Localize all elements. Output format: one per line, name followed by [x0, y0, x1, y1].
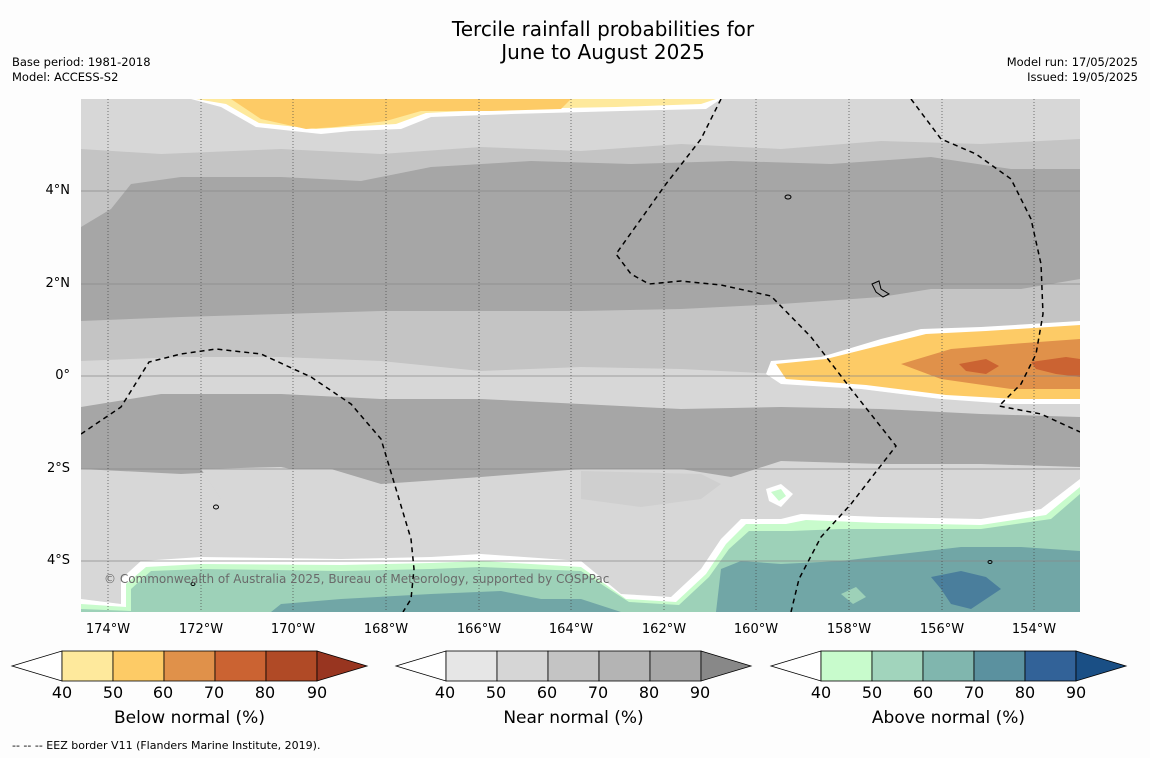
near-tick-70: 70 [587, 683, 609, 702]
meta-left: Base period: 1981-2018 Model: ACCESS-S2 [12, 55, 151, 85]
colorbar-segment-70 [973, 650, 1026, 682]
chart-title: Tercile rainfall probabilities for June … [0, 18, 1150, 64]
lon-label-168w: 168°W [363, 622, 409, 637]
lat-label-2s: 2°S [46, 461, 70, 476]
lon-label-166w: 166°W [456, 622, 502, 637]
colorbar-segment-40 [61, 650, 114, 682]
colorbar-segment-40 [445, 650, 498, 682]
map-svg [81, 99, 1080, 612]
eez-borders [81, 99, 1080, 612]
above-tick-50: 50 [861, 683, 883, 702]
base-period-text: Base period: 1981-2018 [12, 55, 151, 69]
islands [190, 194, 993, 586]
colorbar-segment-60 [922, 650, 975, 682]
title-line-1: Tercile rainfall probabilities for [451, 17, 755, 41]
near-tick-80: 80 [638, 683, 660, 702]
eez-border-east [910, 99, 1080, 433]
colorbar-segment-80 [1024, 650, 1077, 682]
lon-label-160w: 160°W [733, 622, 779, 637]
colorbar-segment-50 [871, 650, 924, 682]
above-tick-40: 40 [810, 683, 832, 702]
lon-label-158w: 158°W [826, 622, 872, 637]
colorbar-segment-60 [163, 650, 216, 682]
island-a [784, 194, 792, 200]
probability-map [81, 99, 1080, 612]
above-tick-60: 60 [912, 683, 934, 702]
colorbar-near-svg [394, 650, 753, 682]
copyright-text: © Commonwealth of Australia 2025, Bureau… [104, 572, 610, 586]
near-normal-50-blob [201, 467, 331, 509]
below-tick-50: 50 [102, 683, 124, 702]
eez-border-central [615, 99, 897, 612]
lon-label-172w: 172°W [178, 622, 224, 637]
above-normal-small-green [771, 489, 786, 501]
eez-footnote: -- -- -- EEZ border V11 (Flanders Marine… [12, 739, 321, 752]
model-text: Model: ACCESS-S2 [12, 70, 119, 84]
colorbar-above-title: Above normal (%) [871, 708, 1026, 728]
meta-right: Model run: 17/05/2025 Issued: 19/05/2025 [1007, 55, 1138, 85]
above-tick-90: 90 [1065, 683, 1087, 702]
lon-label-174w: 174°W [85, 622, 131, 637]
below-tick-90: 90 [306, 683, 328, 702]
lon-label-164w: 164°W [548, 622, 594, 637]
colorbar-near-title: Near normal (%) [503, 708, 644, 728]
near-normal-55-blob [581, 471, 721, 507]
colorbar-segment-70 [598, 650, 651, 682]
colorbar-max-triangle [316, 650, 369, 682]
island-d [190, 582, 196, 586]
colorbar-segment-50 [496, 650, 549, 682]
near-normal-70-region-south [81, 394, 1080, 484]
lat-label-4s: 4°S [46, 553, 70, 568]
lon-label-156w: 156°W [919, 622, 965, 637]
below-tick-40: 40 [51, 683, 73, 702]
colorbar-segment-60 [547, 650, 600, 682]
near-normal-70-region-north [81, 157, 1080, 321]
below-tick-80: 80 [254, 683, 276, 702]
colorbar-min-triangle [394, 650, 447, 682]
above-tick-80: 80 [1014, 683, 1036, 702]
colorbar-min-triangle [769, 650, 822, 682]
title-line-2: June to August 2025 [501, 40, 705, 64]
lon-label-170w: 170°W [270, 622, 316, 637]
above-normal-60-region-west [271, 591, 621, 612]
below-normal-70-blob-a [959, 359, 999, 374]
near-tick-40: 40 [434, 683, 456, 702]
above-tick-70: 70 [963, 683, 985, 702]
issued-text: Issued: 19/05/2025 [1027, 70, 1138, 84]
below-normal-70-blob-b [1031, 357, 1080, 377]
colorbar-max-triangle [700, 650, 753, 682]
near-tick-90: 90 [689, 683, 711, 702]
latitude-gridlines [81, 190, 1080, 562]
below-tick-60: 60 [152, 683, 174, 702]
island-kiritimati [871, 280, 891, 298]
colorbar-above-svg [769, 650, 1128, 682]
colorbar-segment-40 [820, 650, 873, 682]
island-b [213, 504, 219, 510]
colorbar-below-svg [10, 650, 369, 682]
colorbar-min-triangle [10, 650, 63, 682]
near-tick-60: 60 [536, 683, 558, 702]
below-normal-50-top [231, 99, 571, 129]
island-c [987, 560, 993, 564]
lat-label-2n: 2°N [45, 276, 71, 291]
below-tick-70: 70 [203, 683, 225, 702]
lon-label-154w: 154°W [1011, 622, 1057, 637]
colorbar-segment-80 [265, 650, 318, 682]
colorbar-segment-50 [112, 650, 165, 682]
colorbar-below-title: Below normal (%) [114, 708, 265, 728]
model-run-text: Model run: 17/05/2025 [1006, 55, 1138, 69]
colorbar-max-triangle [1075, 650, 1128, 682]
lat-label-0: 0° [55, 368, 70, 383]
colorbar-segment-80 [649, 650, 702, 682]
lat-label-4n: 4°N [45, 183, 71, 198]
above-normal-70-region [931, 571, 1001, 609]
lon-label-162w: 162°W [641, 622, 687, 637]
colorbar-segment-70 [214, 650, 267, 682]
near-tick-50: 50 [485, 683, 507, 702]
above-normal-50-island [841, 587, 866, 604]
